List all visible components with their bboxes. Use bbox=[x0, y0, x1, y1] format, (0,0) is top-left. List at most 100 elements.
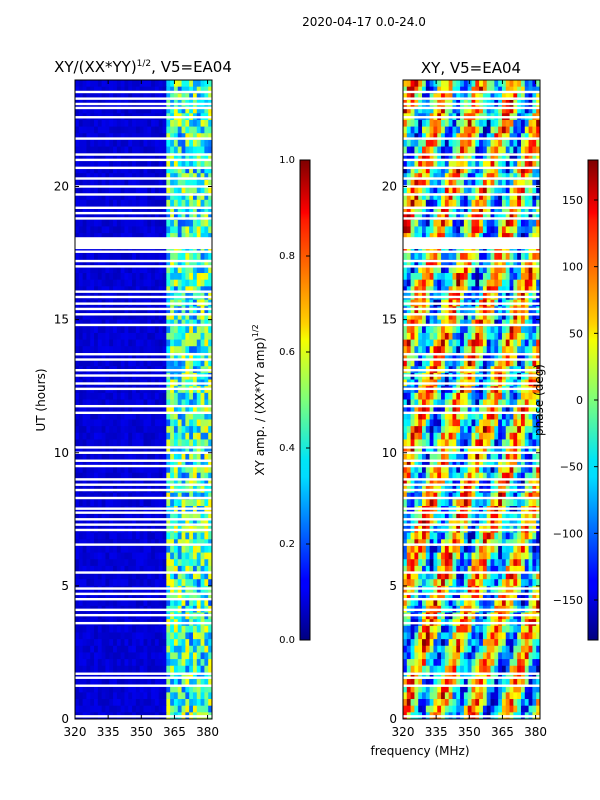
heatmap-cell bbox=[75, 133, 80, 141]
heatmap-cell bbox=[501, 286, 507, 294]
heatmap-cell bbox=[147, 645, 152, 654]
heatmap-cell bbox=[86, 206, 91, 214]
heatmap-cell bbox=[410, 206, 416, 214]
heatmap-cell bbox=[433, 133, 438, 141]
heatmap-cell bbox=[151, 319, 156, 327]
heatmap-cell bbox=[177, 632, 183, 640]
heatmap-cell bbox=[154, 579, 160, 587]
heatmap-cell bbox=[200, 532, 205, 540]
heatmap-cell bbox=[151, 559, 156, 567]
heatmap-cell bbox=[403, 119, 408, 128]
heatmap-cell bbox=[147, 472, 152, 480]
heatmap-cell bbox=[410, 253, 416, 261]
heatmap-cell bbox=[460, 233, 465, 241]
heatmap-cell bbox=[452, 86, 457, 94]
heatmap-cell bbox=[185, 246, 190, 254]
heatmap-cell bbox=[101, 519, 107, 527]
heatmap-cell bbox=[456, 206, 461, 214]
heatmap-cell bbox=[192, 246, 198, 254]
heatmap-cell bbox=[154, 339, 160, 347]
heatmap-cell bbox=[143, 705, 148, 713]
heatmap-cell bbox=[208, 625, 212, 634]
heatmap-cell bbox=[124, 665, 129, 674]
heatmap-cell bbox=[170, 692, 175, 700]
heatmap-cell bbox=[170, 93, 175, 101]
heatmap-cell bbox=[154, 146, 160, 154]
heatmap-cell bbox=[524, 139, 530, 148]
heatmap-cell bbox=[143, 193, 148, 201]
heatmap-cell bbox=[173, 346, 179, 354]
heatmap-cell bbox=[536, 159, 540, 168]
heatmap-cell bbox=[128, 359, 133, 367]
heatmap-cell bbox=[475, 326, 480, 334]
heatmap-cell bbox=[181, 332, 186, 341]
heatmap-cell bbox=[181, 552, 186, 560]
heatmap-cell bbox=[441, 193, 446, 201]
heatmap-cell bbox=[513, 126, 518, 134]
heatmap-cell bbox=[196, 286, 202, 294]
heatmap-cell bbox=[132, 346, 137, 354]
heatmap-cell bbox=[151, 639, 156, 647]
heatmap-cell bbox=[452, 153, 457, 161]
heatmap-cell bbox=[116, 153, 122, 161]
heatmap-cell bbox=[422, 119, 427, 128]
heatmap-cell bbox=[154, 359, 160, 367]
heatmap-cell bbox=[109, 153, 114, 161]
heatmap-cell bbox=[116, 625, 122, 634]
heatmap-cell bbox=[448, 332, 454, 341]
heatmap-cell bbox=[147, 119, 152, 128]
heatmap-cell bbox=[177, 193, 183, 201]
heatmap-cell bbox=[422, 153, 427, 161]
heatmap-cell bbox=[181, 705, 186, 713]
heatmap-cell bbox=[128, 392, 133, 401]
heatmap-cell bbox=[75, 399, 80, 407]
heatmap-cell bbox=[113, 119, 118, 128]
heatmap-cell bbox=[441, 253, 446, 261]
heatmap-cell bbox=[200, 339, 205, 347]
heatmap-cell bbox=[204, 699, 209, 707]
heatmap-cell bbox=[120, 279, 126, 287]
heatmap-cell bbox=[204, 146, 209, 154]
heatmap-cell bbox=[143, 199, 148, 208]
heatmap-cell bbox=[422, 326, 427, 334]
heatmap-cell bbox=[170, 559, 175, 567]
heatmap-cell bbox=[467, 80, 473, 88]
heatmap-cell bbox=[467, 93, 473, 101]
heatmap-cell bbox=[173, 685, 179, 693]
heatmap-cell bbox=[456, 146, 461, 154]
heatmap-cell bbox=[124, 159, 129, 168]
heatmap-cell bbox=[101, 406, 107, 414]
heatmap-cell bbox=[101, 86, 107, 94]
heatmap-cell bbox=[528, 93, 533, 101]
heatmap-cell bbox=[94, 273, 99, 281]
heatmap-cell bbox=[173, 479, 179, 487]
heatmap-cell bbox=[437, 326, 442, 334]
heatmap-cell bbox=[151, 80, 156, 88]
heatmap-cell bbox=[86, 572, 91, 580]
flagged-row bbox=[75, 313, 212, 316]
heatmap-cell bbox=[532, 319, 537, 327]
heatmap-cell bbox=[208, 199, 212, 208]
heatmap-cell bbox=[128, 279, 133, 287]
heatmap-cell bbox=[90, 233, 95, 241]
heatmap-cell bbox=[151, 539, 156, 547]
heatmap-cell bbox=[101, 139, 107, 148]
heatmap-cell bbox=[120, 705, 126, 713]
heatmap-cell bbox=[124, 406, 129, 414]
heatmap-cell bbox=[135, 679, 141, 687]
heatmap-cell bbox=[471, 339, 476, 347]
heatmap-cell bbox=[86, 672, 91, 680]
heatmap-cell bbox=[158, 346, 164, 354]
heatmap-cell bbox=[471, 253, 476, 261]
heatmap-cell bbox=[124, 352, 129, 361]
heatmap-cell bbox=[536, 206, 540, 214]
heatmap-cell bbox=[204, 552, 209, 560]
heatmap-cell bbox=[90, 466, 95, 474]
heatmap-cell bbox=[78, 439, 84, 447]
heatmap-cell bbox=[105, 146, 110, 154]
heatmap-cell bbox=[166, 206, 171, 214]
heatmap-cell bbox=[147, 452, 152, 461]
heatmap-cell bbox=[90, 679, 95, 687]
heatmap-cell bbox=[429, 86, 435, 94]
heatmap-cell bbox=[97, 199, 103, 208]
